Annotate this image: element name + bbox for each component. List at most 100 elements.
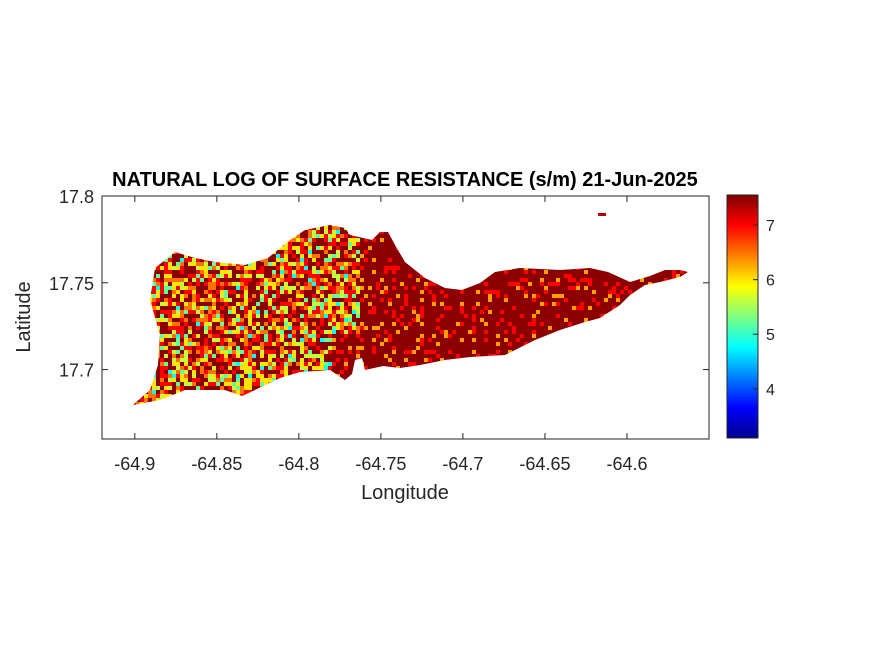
heatmap-cell: [400, 302, 404, 306]
heatmap-cell: [344, 338, 348, 342]
heatmap-cell: [500, 274, 504, 278]
heatmap-cell: [292, 338, 296, 342]
heatmap-cell: [336, 274, 340, 278]
heatmap-cell: [432, 342, 436, 346]
heatmap-cell: [216, 382, 220, 386]
heatmap-cell: [328, 274, 332, 278]
heatmap-cell: [328, 238, 332, 242]
heatmap-cell: [348, 330, 352, 334]
heatmap-cell: [340, 334, 344, 338]
heatmap-cell: [328, 358, 332, 362]
heatmap-cell: [216, 290, 220, 294]
heatmap-cell: [200, 282, 204, 286]
heatmap-cell: [372, 366, 376, 370]
heatmap-cell: [392, 266, 396, 270]
heatmap-cell: [372, 274, 376, 278]
heatmap-cell: [252, 266, 256, 270]
heatmap-cell: [512, 322, 516, 326]
heatmap-cell: [288, 338, 292, 342]
heatmap-cell: [204, 274, 208, 278]
heatmap-cell: [192, 346, 196, 350]
heatmap-cell: [460, 338, 464, 342]
heatmap-cell: [216, 278, 220, 282]
heatmap-cell: [416, 318, 420, 322]
heatmap-cell: [232, 262, 236, 266]
heatmap-cell: [316, 266, 320, 270]
heatmap-cell: [256, 282, 260, 286]
heatmap-cell: [172, 322, 176, 326]
heatmap-cell: [308, 334, 312, 338]
heatmap-cell: [420, 310, 424, 314]
heatmap-cell: [176, 306, 180, 310]
heatmap-cell: [536, 302, 540, 306]
heatmap-cell: [316, 290, 320, 294]
heatmap-cell: [280, 254, 284, 258]
heatmap-cell: [268, 278, 272, 282]
heatmap-cell: [284, 374, 288, 378]
heatmap-cell: [472, 298, 476, 302]
heatmap-cell: [224, 378, 228, 382]
heatmap-cell: [296, 358, 300, 362]
heatmap-cell: [416, 302, 420, 306]
heatmap-cell: [532, 326, 536, 330]
heatmap-cell: [380, 278, 384, 282]
heatmap-cell: [284, 250, 288, 254]
heatmap-cell: [300, 254, 304, 258]
heatmap-cell: [460, 346, 464, 350]
heatmap-cell: [348, 350, 352, 354]
heatmap-cell: [196, 298, 200, 302]
heatmap-cell: [536, 318, 540, 322]
heatmap-cell: [312, 334, 316, 338]
heatmap-cell: [536, 278, 540, 282]
heatmap-cell: [176, 286, 180, 290]
heatmap-cell: [232, 362, 236, 366]
heatmap-cell: [288, 242, 292, 246]
heatmap-cell: [152, 290, 156, 294]
heatmap-cell: [476, 310, 480, 314]
heatmap-cell: [148, 394, 152, 398]
heatmap-cell: [212, 382, 216, 386]
heatmap-cell: [380, 294, 384, 298]
heatmap-cell: [284, 350, 288, 354]
heatmap-cell: [152, 278, 156, 282]
heatmap-cell: [508, 334, 512, 338]
heatmap-cell: [316, 366, 320, 370]
heatmap-cell: [532, 330, 536, 334]
heatmap-cell: [392, 310, 396, 314]
heatmap-cell: [392, 358, 396, 362]
heatmap-cell: [332, 246, 336, 250]
heatmap-cell: [504, 342, 508, 346]
heatmap-cell: [376, 362, 380, 366]
heatmap-cell: [348, 342, 352, 346]
heatmap-cell: [524, 322, 528, 326]
heatmap-cell: [388, 346, 392, 350]
heatmap-cell: [348, 358, 352, 362]
heatmap-cell: [236, 334, 240, 338]
heatmap-cell: [328, 250, 332, 254]
heatmap-cell: [304, 350, 308, 354]
heatmap-cell: [508, 294, 512, 298]
heatmap-cell: [324, 238, 328, 242]
heatmap-cell: [192, 358, 196, 362]
heatmap-cell: [356, 290, 360, 294]
heatmap-cell: [304, 242, 308, 246]
heatmap-cell: [288, 310, 292, 314]
heatmap-cell: [424, 354, 428, 358]
heatmap-cell: [440, 326, 444, 330]
heatmap-cell: [300, 346, 304, 350]
heatmap-cell: [220, 350, 224, 354]
heatmap-cell: [228, 318, 232, 322]
heatmap-cell: [324, 366, 328, 370]
heatmap-cell: [208, 286, 212, 290]
heatmap-cell: [404, 342, 408, 346]
heatmap-cell: [200, 374, 204, 378]
heatmap-cell: [396, 278, 400, 282]
heatmap-cell: [216, 326, 220, 330]
heatmap-cell: [212, 334, 216, 338]
heatmap-cell: [268, 334, 272, 338]
heatmap-cell: [192, 350, 196, 354]
heatmap-cell: [348, 294, 352, 298]
heatmap-cell: [548, 302, 552, 306]
heatmap-cell: [360, 266, 364, 270]
heatmap-cell: [208, 290, 212, 294]
